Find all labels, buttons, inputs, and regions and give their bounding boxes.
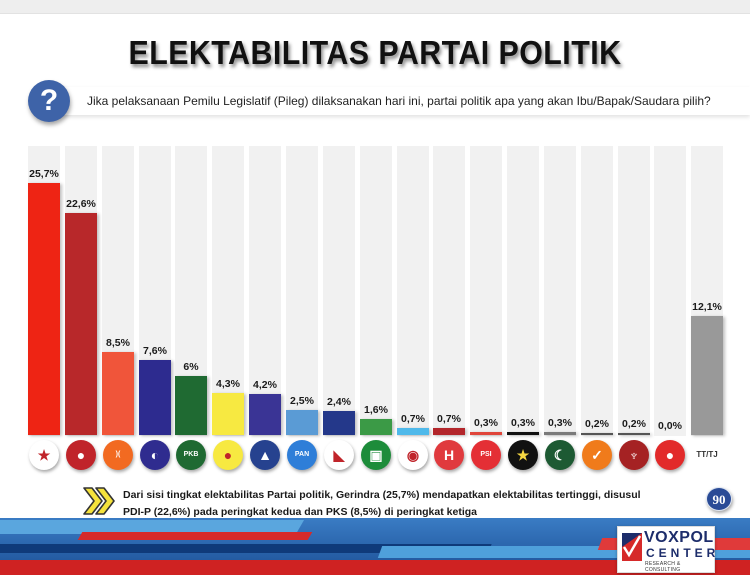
bar-column-background [618,146,650,436]
bar-partai-gerakan-garuda [618,433,650,435]
party-logo-pkn-icon: ● [655,440,685,470]
bar-ppp [360,419,392,435]
checkmark-logo-icon [622,533,642,561]
bar-value-label: 0,7% [437,413,461,425]
bar-demokrat [249,394,281,435]
bar-value-label: 6% [183,361,199,373]
footer-stripe-red-top [77,532,313,540]
bar-golkar [212,393,244,435]
bar-value-label: 0,7% [401,413,425,425]
bar-value-label: 2,5% [290,395,314,407]
bar-column-background [212,146,244,436]
party-logo-hanura-icon: H [434,440,464,470]
bar-value-label: 25,7% [29,168,59,180]
bar-value-label: 22,6% [66,198,96,210]
top-strip [0,0,750,14]
party-logo-psi-icon: PSI [471,440,501,470]
double-chevron-icon [83,487,115,515]
bar-value-label: 0,2% [622,418,646,430]
bar-pks [102,352,134,435]
bar-garuda [581,433,613,435]
logo-text-center: CENTER [646,546,720,560]
party-logo-pan-icon: PAN [287,440,317,470]
bar-value-label: 0,2% [585,418,609,430]
bar-tt-tj [691,316,723,435]
logo-text-tagline: RESEARCH & CONSULTING [645,561,681,573]
bar-psi [470,432,502,435]
question-bar [44,87,750,115]
bar-value-label: 7,6% [143,345,167,357]
bar-gelora [397,428,429,435]
party-logo-partai-gerakan-garuda-icon: ♆ [619,440,649,470]
bar-value-label: 1,6% [364,404,388,416]
party-logo-perindo-icon: ◣ [324,440,354,470]
party-logo-partai-buruh-berkarya-icon: ★ [508,440,538,470]
party-logo-pdi-p-icon: ● [66,440,96,470]
bar-column-background [433,146,465,436]
page-number-badge: 90 [706,487,732,511]
logo-text-voxpol: VOXPOL [644,529,714,546]
summary-panel [0,482,750,522]
bar-column-background [470,146,502,436]
bar-pdi-p [65,213,97,435]
bar-column-background [581,146,613,436]
party-logo-pkb-icon: PKB [176,440,206,470]
category-label-tt-tj: TT/TJ [696,450,718,459]
bar-value-label: 2,4% [327,396,351,408]
bar-column-background [249,146,281,436]
party-logo-gerindra-icon: ★ [29,440,59,470]
bar-value-label: 4,3% [216,378,240,390]
bar-value-label: 4,2% [253,379,277,391]
summary-text: Dari sisi tingkat elektabilitas Partai p… [123,489,641,518]
party-logo-demokrat-icon: ▲ [250,440,280,470]
bar-column-background [544,146,576,436]
footer-stripe-red-bottom [0,560,750,575]
bar-value-label: 0,0% [658,420,682,432]
bar-gerindra [28,183,60,435]
party-logo-nasdem-icon: ◐ [140,440,170,470]
party-logo-pbb-icon: ☾ [545,440,575,470]
bar-value-label: 0,3% [511,417,535,429]
bar-pkb [175,376,207,435]
page-title: ELEKTABILITAS PARTAI POLITIK [128,34,622,71]
bar-column-background [360,146,392,436]
bar-value-label: 12,1% [692,301,722,313]
bar-partai-buruh-berkarya [507,432,539,435]
party-logo-pks-icon: )( [103,440,133,470]
bar-hanura [433,428,465,435]
bar-column-background [286,146,318,436]
party-logo-gelora-icon: ◉ [398,440,428,470]
bar-nasdem [139,360,171,435]
bar-column-background [654,146,686,436]
question-icon: ? [28,80,70,122]
voxpol-logo: VOXPOL CENTER RESEARCH & CONSULTING [617,526,715,573]
bar-pbb [544,432,576,435]
bar-value-label: 0,3% [548,417,572,429]
bar-column-background [507,146,539,436]
party-logo-garuda-icon: ✓ [582,440,612,470]
bar-column-background [397,146,429,436]
question-text: Jika pelaksanaan Pemilu Legislatif (Pile… [87,94,711,108]
bar-column-background [323,146,355,436]
party-logo-ppp-icon: ▣ [361,440,391,470]
bar-perindo [323,411,355,435]
party-logo-golkar-icon: ● [213,440,243,470]
bar-value-label: 8,5% [106,337,130,349]
bar-pan [286,410,318,435]
bar-value-label: 0,3% [474,417,498,429]
